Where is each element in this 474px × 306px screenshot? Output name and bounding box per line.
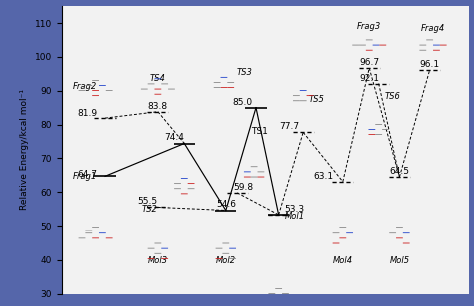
Text: 59.8: 59.8: [233, 183, 254, 192]
Text: Mol1: Mol1: [284, 212, 304, 221]
Text: Frag3: Frag3: [357, 22, 382, 31]
Text: Mol5: Mol5: [389, 256, 410, 265]
Text: TS2: TS2: [142, 204, 158, 214]
Text: TS3: TS3: [237, 68, 252, 77]
Text: Mol3: Mol3: [148, 256, 168, 265]
Text: 55.5: 55.5: [138, 197, 158, 207]
Text: 81.9: 81.9: [77, 109, 98, 118]
Text: 92.1: 92.1: [359, 74, 379, 83]
Text: 83.8: 83.8: [148, 102, 168, 111]
Text: Mol4: Mol4: [333, 256, 353, 265]
Text: Frag2: Frag2: [73, 82, 98, 91]
Text: TS5: TS5: [309, 95, 325, 103]
Text: 53.3: 53.3: [284, 205, 304, 214]
Text: 85.0: 85.0: [232, 98, 252, 106]
Text: 77.7: 77.7: [279, 122, 300, 131]
Text: 96.1: 96.1: [419, 60, 440, 69]
Text: TS6: TS6: [384, 91, 400, 101]
Text: TS1: TS1: [252, 127, 268, 136]
Text: 96.7: 96.7: [359, 58, 379, 67]
Y-axis label: Relative Energy/kcal mol⁻¹: Relative Energy/kcal mol⁻¹: [20, 89, 29, 211]
Text: 64.7: 64.7: [77, 170, 98, 179]
Text: Frag4: Frag4: [421, 24, 446, 33]
Text: Frag1: Frag1: [73, 172, 98, 181]
Text: 74.4: 74.4: [164, 133, 184, 143]
Text: 64.5: 64.5: [390, 167, 410, 176]
Text: Mol2: Mol2: [216, 256, 236, 265]
Text: TS4: TS4: [150, 74, 166, 83]
Text: 63.1: 63.1: [313, 172, 333, 181]
Text: 54.6: 54.6: [216, 200, 236, 210]
